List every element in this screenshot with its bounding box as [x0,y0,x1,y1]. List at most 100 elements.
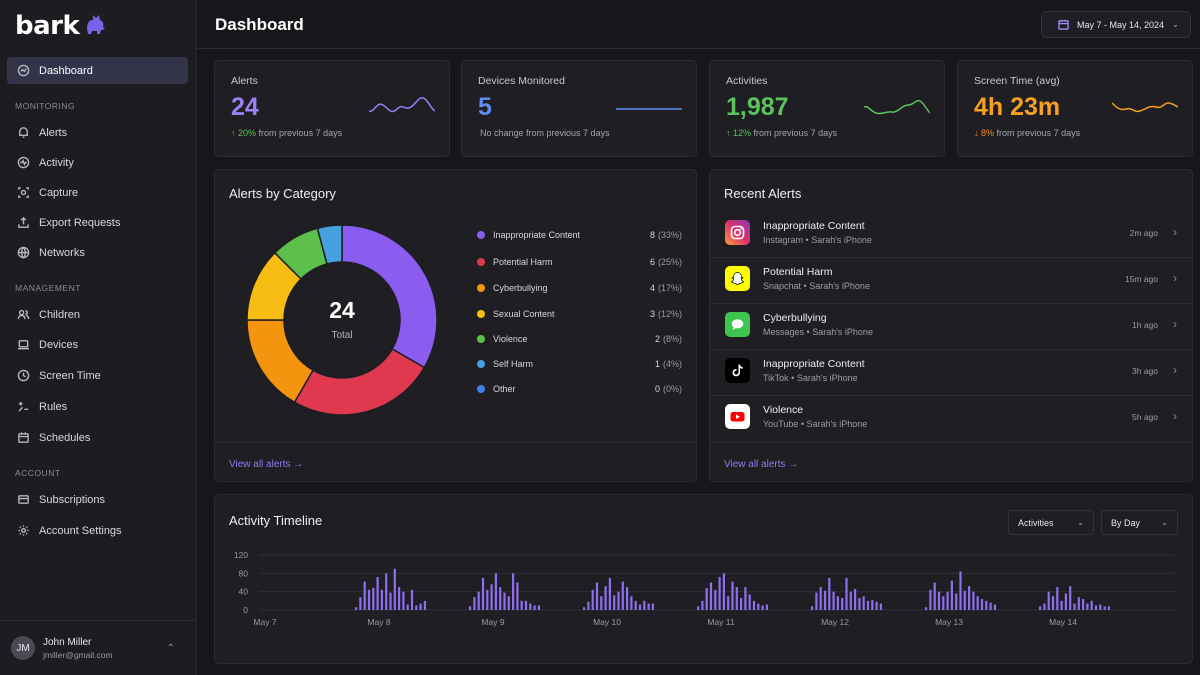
legend-item[interactable]: Other 0 (0%) [477,382,682,396]
timeline-bar[interactable] [393,568,396,610]
timeline-bar[interactable] [744,587,747,610]
timeline-bar[interactable] [1099,604,1102,611]
timeline-bar[interactable] [1073,603,1076,610]
timeline-bar[interactable] [1103,606,1106,610]
timeline-bar[interactable] [1047,591,1050,610]
timeline-bar[interactable] [1043,603,1046,610]
alert-row[interactable]: Cyberbullying Messages • Sarah's iPhone … [710,304,1192,350]
nav-capture[interactable]: Capture [7,179,188,206]
legend-item[interactable]: Cyberbullying 4 (17%) [477,281,682,295]
timeline-bar[interactable] [1069,586,1072,610]
timeline-bar[interactable] [765,604,768,611]
timeline-bar[interactable] [1064,593,1067,611]
timeline-bar[interactable] [722,573,725,610]
timeline-bar[interactable] [533,605,536,610]
timeline-bar[interactable] [832,591,835,610]
timeline-bar[interactable] [727,596,730,610]
timeline-bar[interactable] [946,591,949,610]
timeline-bar[interactable] [617,591,620,610]
timeline-bar[interactable] [647,603,650,610]
alert-row[interactable]: Inappropriate Content TikTok • Sarah's i… [710,350,1192,396]
timeline-bar[interactable] [520,600,523,610]
timeline-bar[interactable] [929,589,932,610]
timeline-bar[interactable] [583,607,586,610]
timeline-bar[interactable] [950,580,953,610]
timeline-bar[interactable] [372,588,375,610]
timeline-bar[interactable] [942,596,945,610]
donut-slice[interactable] [341,224,438,369]
timeline-bar[interactable] [761,605,764,610]
timeline-bar[interactable] [1051,596,1055,610]
timeline-bar[interactable] [600,596,603,610]
timeline-bar[interactable] [976,596,979,610]
alert-row[interactable]: Violence YouTube • Sarah's iPhone 5h ago… [710,396,1192,442]
timeline-bar[interactable] [845,577,848,610]
timeline-bar[interactable] [1060,600,1063,610]
nav-alerts[interactable]: Alerts [7,119,188,146]
timeline-bar[interactable] [626,587,629,610]
timeline-bar[interactable] [604,586,607,610]
timeline-bar[interactable] [1086,603,1089,610]
timeline-bar[interactable] [481,577,485,610]
nav-networks[interactable]: Networks [7,239,188,266]
timeline-bar[interactable] [925,607,928,610]
timeline-bar[interactable] [989,602,992,610]
timeline-bar[interactable] [819,587,822,610]
timeline-bar[interactable] [1077,597,1080,610]
timeline-bar[interactable] [985,600,988,610]
nav-account-settings[interactable]: Account Settings [7,517,188,544]
timeline-bar[interactable] [836,596,839,610]
timeline-bar[interactable] [879,603,882,610]
chevron-up-icon[interactable]: ⌃ [166,643,175,654]
timeline-bar[interactable] [512,573,515,610]
timeline-bar[interactable] [841,598,844,610]
timeline-bar[interactable] [486,589,489,610]
stat-card-devices[interactable]: Devices Monitored 5 No change from previ… [461,60,697,157]
legend-item[interactable]: Potential Harm 6 (25%) [477,255,682,269]
timeline-bar[interactable] [1090,600,1093,610]
timeline-bar[interactable] [972,591,975,610]
timeline-bar[interactable] [993,604,996,611]
timeline-bar[interactable] [516,582,519,611]
timeline-bar[interactable] [963,590,966,610]
timeline-bar[interactable] [473,597,476,610]
timeline-bar[interactable] [815,592,818,610]
timeline-bar[interactable] [469,606,472,610]
bark-logo[interactable]: bark [15,10,109,42]
timeline-bar[interactable] [697,606,700,610]
timeline-bar[interactable] [410,589,414,610]
user-menu[interactable]: JM John Miller jmiller@gmail.com ⌃ [0,620,197,675]
timeline-bar[interactable] [398,587,401,610]
timeline-bar[interactable] [980,599,984,610]
timeline-bar[interactable] [959,571,962,611]
timeline-bar[interactable] [854,588,857,610]
timeline-bar[interactable] [503,592,506,610]
timeline-bar[interactable] [651,603,654,610]
timeline-bar[interactable] [423,600,426,610]
timeline-bar[interactable] [634,600,637,610]
timeline-bar[interactable] [494,573,497,610]
alert-row[interactable]: Inappropriate Content Instagram • Sarah'… [710,212,1192,258]
timeline-bar[interactable] [731,581,734,610]
nav-activity[interactable]: Activity [7,149,188,176]
timeline-bar[interactable] [595,582,599,611]
alert-row[interactable]: Potential Harm Snapchat • Sarah's iPhone… [710,258,1192,304]
timeline-bar[interactable] [419,603,422,610]
nav-devices[interactable]: Devices [7,331,188,358]
timeline-bar[interactable] [1039,606,1042,610]
timeline-bar[interactable] [933,582,936,611]
timeline-bar[interactable] [757,603,760,610]
timeline-bar[interactable] [402,591,405,610]
date-range-picker[interactable]: May 7 - May 14, 2024 ⌄ [1041,11,1191,38]
timeline-bar[interactable] [613,595,616,610]
timeline-bar[interactable] [937,591,941,610]
timeline-bar[interactable] [406,604,409,611]
timeline-bar[interactable] [871,599,874,610]
timeline-bar[interactable] [735,587,738,610]
timeline-bar[interactable] [866,600,870,610]
timeline-bar[interactable] [811,606,814,610]
timeline-bar[interactable] [499,587,502,610]
legend-item[interactable]: Violence 2 (8%) [477,332,682,346]
timeline-bar[interactable] [591,589,594,610]
nav-dashboard[interactable]: Dashboard [7,57,188,84]
